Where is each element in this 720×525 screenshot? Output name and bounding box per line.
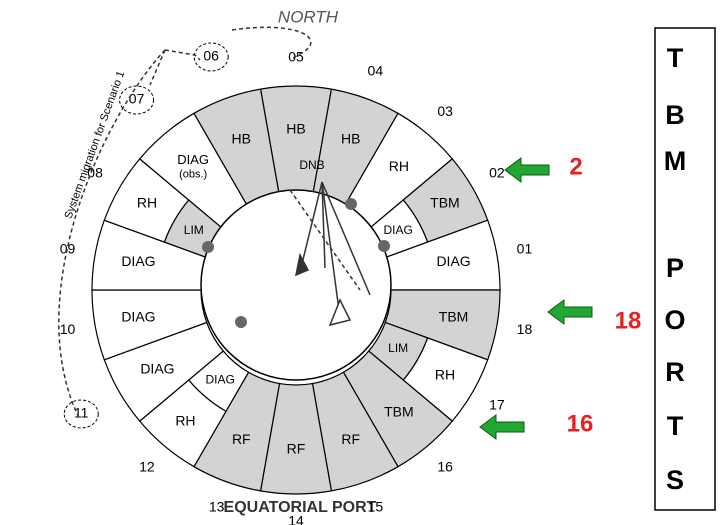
port-number: 01 <box>517 240 533 256</box>
port-number: 14 <box>288 513 304 525</box>
box-letter: S <box>666 465 684 495</box>
port-number: 08 <box>87 165 103 181</box>
arrow <box>321 181 371 296</box>
inner-label: LIM <box>388 341 408 355</box>
box-letter: B <box>665 100 685 130</box>
sector-label: RF <box>232 431 251 447</box>
port-number: 04 <box>368 63 384 79</box>
green-arrow <box>479 414 525 440</box>
dots <box>202 198 390 328</box>
port-number: 07 <box>129 91 145 107</box>
highlight-label: 18 <box>615 307 642 334</box>
green-arrow <box>504 157 550 183</box>
port-circle <box>63 399 99 429</box>
port-number: 06 <box>203 48 219 64</box>
footer-label: EQUATORIAL PORT <box>224 499 377 516</box>
arrow-head <box>294 252 310 277</box>
green-arrow <box>547 299 593 325</box>
inner-circle <box>200 189 392 381</box>
port-circle <box>193 42 229 72</box>
inner-label: DIAG <box>384 223 413 237</box>
port-number: 09 <box>60 240 76 256</box>
dot <box>235 316 247 328</box>
migration-arrows <box>58 26 371 421</box>
arrow <box>299 181 323 273</box>
port-number: 13 <box>209 499 225 515</box>
sector-label: RH <box>175 412 195 428</box>
arrow <box>289 189 361 291</box>
sector-label: HB <box>286 121 305 137</box>
sector-label: DIAG <box>140 361 174 377</box>
sector-label: TBM <box>439 308 469 324</box>
highlights: 2 18 16 <box>479 153 642 440</box>
sector-sublabel: (obs.) <box>179 168 207 180</box>
dot <box>378 240 390 252</box>
sector-label: HB <box>232 130 251 146</box>
sector-label: TBM <box>430 195 460 211</box>
port-number: 16 <box>437 458 453 474</box>
sector-label: DIAG <box>121 308 155 324</box>
port-number: 02 <box>489 165 505 181</box>
sector-label: RF <box>341 431 360 447</box>
dashed-path <box>149 49 201 86</box>
highlight-label: 16 <box>567 410 594 437</box>
port-number: 15 <box>368 499 384 515</box>
sector-label: RH <box>389 158 409 174</box>
box-letter: T <box>667 43 684 73</box>
sector-label: RH <box>137 195 157 211</box>
inner-label: DIAG <box>205 373 234 387</box>
sector-label: TBM <box>384 403 414 419</box>
dashed-path <box>58 49 166 421</box>
sector-label: RH <box>435 367 455 383</box>
port-number: 11 <box>74 405 89 421</box>
port-number: 17 <box>489 397 505 413</box>
port-number: 18 <box>517 321 533 337</box>
box-letter: P <box>666 253 684 283</box>
box-letter: R <box>665 357 685 387</box>
box-letter: O <box>664 305 685 335</box>
highlight-label: 2 <box>569 153 582 180</box>
dot <box>345 198 357 210</box>
sector-label: DIAG <box>177 152 209 167</box>
sector-label: DIAG <box>121 253 155 269</box>
ring: HB05HB04RH03DIAGTBM02DIAG01TBM18LIMRH17T… <box>60 42 533 525</box>
side-box <box>654 27 716 511</box>
north-label: NORTH <box>278 7 339 26</box>
sector-label: DIAG <box>436 253 470 269</box>
arrow <box>321 181 326 269</box>
box-letter: T <box>667 411 684 441</box>
dashed-path <box>231 26 312 61</box>
port-circle <box>119 85 155 115</box>
box-letter: M <box>664 146 687 176</box>
dot <box>202 241 214 253</box>
arrow <box>321 181 341 319</box>
port-number: 12 <box>139 458 155 474</box>
arrow-head <box>328 298 352 327</box>
port-number: 03 <box>437 103 453 119</box>
inner-label: LIM <box>184 223 204 237</box>
sector-label: HB <box>341 130 360 146</box>
sector-label: RF <box>287 441 306 457</box>
center-label: DNB <box>299 158 324 172</box>
port-number: 10 <box>60 321 76 337</box>
